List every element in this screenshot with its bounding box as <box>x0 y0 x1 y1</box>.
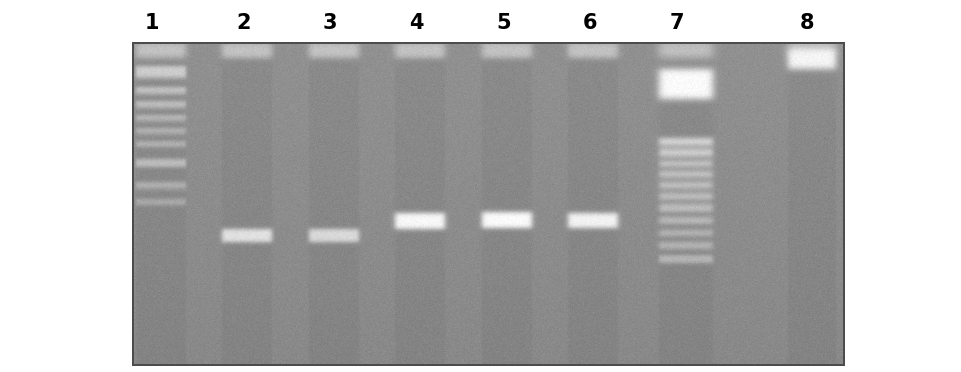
Text: 8: 8 <box>800 13 815 33</box>
Text: 4: 4 <box>408 13 424 33</box>
Text: 6: 6 <box>582 13 598 33</box>
Text: 7: 7 <box>669 13 684 33</box>
Text: 5: 5 <box>496 13 511 33</box>
Text: 3: 3 <box>322 13 337 33</box>
Text: 2: 2 <box>235 13 251 33</box>
Text: 1: 1 <box>144 13 160 33</box>
